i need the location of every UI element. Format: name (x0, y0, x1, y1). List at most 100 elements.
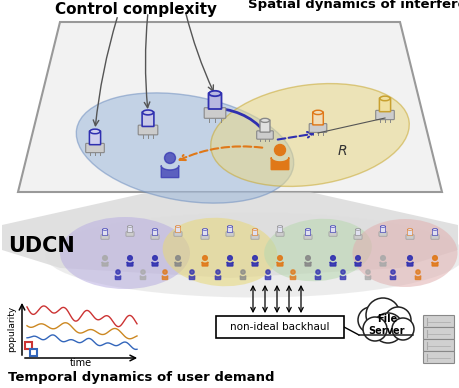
FancyBboxPatch shape (174, 232, 182, 236)
FancyBboxPatch shape (251, 235, 258, 239)
FancyBboxPatch shape (127, 226, 132, 232)
Circle shape (305, 256, 310, 260)
FancyBboxPatch shape (375, 110, 393, 120)
FancyBboxPatch shape (202, 229, 207, 236)
Circle shape (265, 270, 269, 274)
Polygon shape (364, 275, 370, 279)
FancyBboxPatch shape (204, 108, 225, 118)
FancyBboxPatch shape (252, 229, 257, 236)
FancyBboxPatch shape (101, 235, 109, 239)
Ellipse shape (208, 91, 220, 96)
Ellipse shape (277, 225, 282, 227)
FancyBboxPatch shape (423, 352, 453, 364)
Polygon shape (315, 275, 320, 279)
Circle shape (175, 256, 180, 260)
Polygon shape (330, 262, 335, 266)
Polygon shape (161, 166, 179, 178)
FancyBboxPatch shape (407, 229, 412, 236)
FancyBboxPatch shape (355, 229, 360, 236)
Circle shape (162, 270, 167, 274)
Ellipse shape (152, 229, 157, 230)
Circle shape (315, 270, 319, 274)
Polygon shape (227, 262, 232, 266)
Polygon shape (276, 262, 282, 266)
Text: Control complexity: Control complexity (55, 2, 217, 17)
Circle shape (432, 256, 437, 260)
Ellipse shape (252, 229, 257, 230)
Circle shape (380, 256, 385, 260)
FancyBboxPatch shape (259, 120, 269, 132)
Circle shape (164, 152, 175, 163)
Ellipse shape (260, 118, 269, 122)
Polygon shape (431, 262, 437, 266)
FancyBboxPatch shape (216, 316, 343, 338)
Circle shape (390, 270, 394, 274)
Circle shape (290, 270, 295, 274)
Polygon shape (340, 275, 345, 279)
Circle shape (277, 256, 282, 260)
Ellipse shape (330, 225, 335, 227)
Polygon shape (304, 262, 310, 266)
Circle shape (274, 144, 285, 156)
Circle shape (140, 270, 145, 274)
Ellipse shape (102, 229, 107, 230)
Ellipse shape (260, 130, 269, 133)
Circle shape (190, 270, 194, 274)
Circle shape (365, 298, 399, 332)
Bar (25, 342, 32, 349)
Polygon shape (102, 262, 107, 266)
Ellipse shape (60, 217, 190, 289)
FancyBboxPatch shape (330, 226, 335, 232)
Polygon shape (379, 262, 385, 266)
Polygon shape (265, 275, 270, 279)
Circle shape (340, 270, 344, 274)
FancyBboxPatch shape (379, 98, 390, 112)
Polygon shape (240, 275, 245, 279)
Circle shape (152, 256, 157, 260)
Text: time: time (70, 358, 92, 368)
FancyBboxPatch shape (328, 232, 336, 236)
FancyBboxPatch shape (85, 144, 104, 152)
Ellipse shape (76, 93, 293, 203)
Ellipse shape (407, 229, 411, 230)
Polygon shape (18, 22, 441, 192)
Circle shape (372, 313, 402, 343)
Ellipse shape (379, 109, 389, 113)
FancyBboxPatch shape (102, 229, 107, 236)
FancyBboxPatch shape (378, 232, 386, 236)
Polygon shape (127, 262, 133, 266)
Circle shape (384, 307, 410, 333)
FancyBboxPatch shape (208, 93, 221, 109)
FancyBboxPatch shape (423, 315, 453, 327)
Text: Spatial dynamics of interference: Spatial dynamics of interference (247, 0, 459, 11)
Ellipse shape (210, 83, 409, 186)
Text: popularity: popularity (7, 306, 17, 352)
Text: UDCN: UDCN (8, 236, 75, 256)
Polygon shape (202, 262, 207, 266)
Polygon shape (414, 275, 420, 279)
Polygon shape (406, 262, 412, 266)
FancyBboxPatch shape (312, 112, 323, 125)
Circle shape (391, 318, 413, 340)
Polygon shape (252, 262, 257, 266)
Circle shape (357, 307, 383, 333)
Ellipse shape (352, 219, 457, 287)
Polygon shape (215, 275, 220, 279)
Circle shape (202, 256, 207, 260)
FancyBboxPatch shape (152, 229, 157, 236)
FancyBboxPatch shape (423, 340, 453, 352)
Circle shape (415, 270, 419, 274)
Ellipse shape (355, 229, 359, 230)
Polygon shape (354, 262, 360, 266)
Ellipse shape (202, 229, 207, 230)
Polygon shape (271, 158, 288, 170)
Ellipse shape (128, 225, 132, 227)
Ellipse shape (142, 110, 153, 115)
FancyBboxPatch shape (126, 232, 134, 236)
FancyBboxPatch shape (201, 235, 208, 239)
Polygon shape (162, 275, 167, 279)
Text: Temporal dynamics of user demand: Temporal dynamics of user demand (8, 371, 274, 384)
Ellipse shape (313, 110, 322, 114)
Circle shape (330, 256, 335, 260)
Ellipse shape (380, 225, 385, 227)
